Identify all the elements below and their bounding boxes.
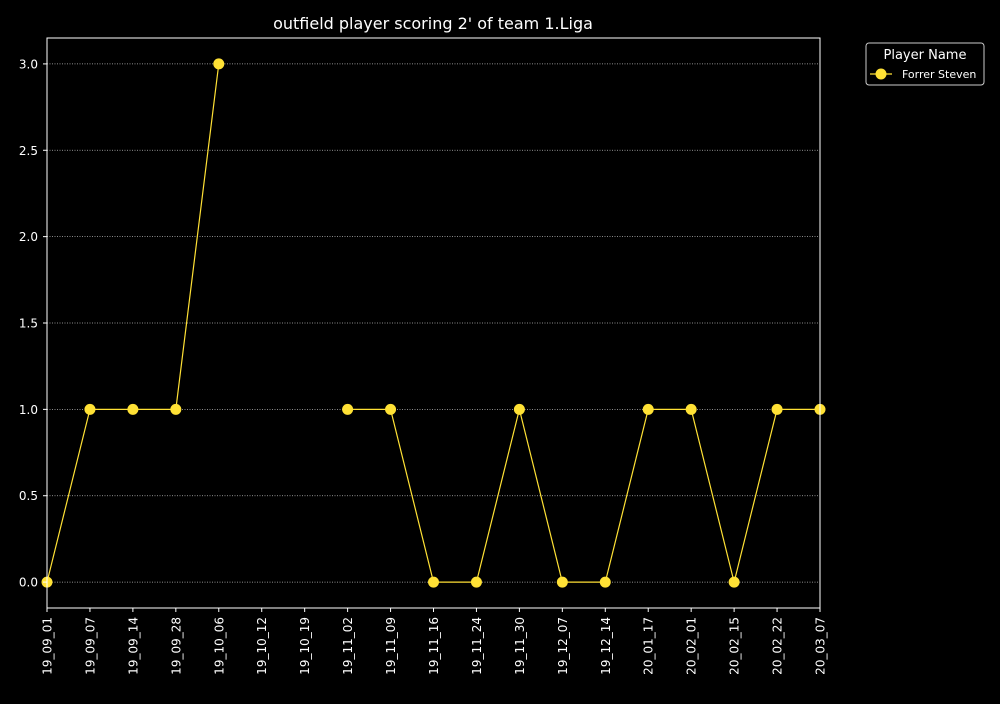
data-point	[599, 576, 611, 588]
y-tick-label: 0.0	[19, 576, 38, 590]
x-tick-label: 19_11_02	[341, 617, 355, 675]
x-tick-label: 19_11_24	[470, 617, 484, 675]
data-point	[428, 576, 439, 588]
legend-title: Player Name	[884, 48, 967, 63]
x-tick-label: 19_11_30	[513, 617, 527, 675]
y-tick-label: 0.5	[19, 489, 38, 503]
axes: 0.0 0.5 1.0 1.5 2.0 2.5 3.0 19_09_01 19_09_07 19_…	[19, 37, 828, 675]
x-tick-label: 20_02_22	[771, 617, 785, 675]
series-line	[347, 408, 820, 583]
data-point	[470, 576, 482, 588]
data-point	[84, 403, 96, 415]
grid-lines	[47, 63, 820, 583]
data-point	[342, 403, 354, 415]
data-point	[728, 576, 740, 588]
y-tick-label: 2.5	[19, 144, 38, 158]
x-tick-label: 19_11_09	[384, 617, 398, 675]
legend-entry-label: Forrer Steven	[902, 68, 976, 81]
x-tick-label: 19_10_19	[298, 617, 312, 675]
data-point	[170, 403, 182, 415]
y-tick-label: 1.0	[19, 403, 38, 417]
data-point	[556, 576, 568, 588]
x-tick-label: 19_12_14	[599, 617, 613, 675]
x-tick-label: 20_03_07	[814, 617, 828, 675]
legend-marker	[875, 68, 887, 80]
data-point	[513, 403, 525, 415]
chart-title: outfield player scoring 2' of team 1.Lig…	[273, 14, 593, 33]
x-tick-label: 19_10_12	[255, 617, 269, 675]
x-tick-label: 19_09_07	[83, 617, 97, 675]
legend: Player Name Forrer Steven	[865, 42, 985, 86]
x-tick-label: 19_11_16	[427, 617, 441, 675]
data-point	[642, 403, 654, 415]
series-layer	[41, 58, 826, 588]
x-tick-label: 19_12_07	[556, 617, 570, 675]
legend-box	[865, 42, 985, 86]
x-tick-label: 19_09_01	[41, 617, 55, 675]
x-tick-label: 19_09_28	[169, 617, 183, 675]
y-tick-label: 1.5	[19, 317, 38, 331]
x-tick-label: 19_09_14	[126, 617, 140, 675]
data-point	[127, 403, 139, 415]
y-tick-label: 3.0	[19, 57, 38, 71]
y-tick-label: 2.0	[19, 230, 38, 244]
data-point	[385, 403, 397, 415]
x-tick-label: 20_01_17	[642, 617, 656, 675]
x-tick-label: 20_02_01	[685, 617, 699, 675]
x-tick-label: 19_10_06	[212, 617, 226, 675]
data-point	[685, 403, 697, 415]
data-point	[771, 403, 783, 415]
data-point	[213, 58, 225, 70]
x-tick-label: 20_02_15	[728, 617, 742, 675]
